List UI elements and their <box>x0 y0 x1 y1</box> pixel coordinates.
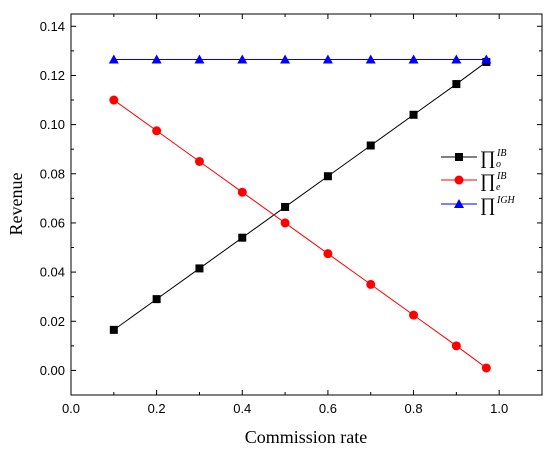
legend-superscript: IB <box>496 171 506 182</box>
x-axis: 0.0 0.2 0.4 0.6 0.8 1.0 <box>62 14 543 416</box>
legend-marker-circle <box>454 175 464 185</box>
data-point-triangle <box>237 54 248 64</box>
x-tick-label: 0.0 <box>62 401 80 416</box>
x-tick-label: 0.6 <box>319 401 337 416</box>
series-line <box>113 99 487 369</box>
data-point-triangle <box>322 54 333 64</box>
legend-marker-triangle <box>454 199 464 208</box>
data-point-triangle <box>280 54 291 64</box>
data-point-square <box>195 264 204 273</box>
legend-superscript: IB <box>496 148 506 159</box>
data-point-circle <box>280 218 290 228</box>
x-tick-label: 0.2 <box>148 401 166 416</box>
data-point-square <box>323 172 332 181</box>
data-point-circle <box>323 249 333 259</box>
data-point-square <box>452 80 461 89</box>
data-point-circle <box>481 363 491 373</box>
y-tick-label: 0.00 <box>40 363 65 378</box>
y-tick-label: 0.14 <box>40 19 65 34</box>
data-point-square <box>152 295 161 304</box>
legend-marker-square <box>455 153 463 161</box>
y-tick-label: 0.10 <box>40 117 65 132</box>
legend-label: ∏ <box>480 195 496 216</box>
data-point-circle <box>366 279 376 289</box>
series-square <box>109 57 491 334</box>
series-triangle <box>108 54 492 64</box>
y-axis-title: Revenue <box>6 173 26 236</box>
legend: ∏ oIB∏ eIB∏ IGH <box>441 148 516 216</box>
x-tick-label: 0.4 <box>233 401 251 416</box>
plot-frame <box>70 13 543 396</box>
data-point-circle <box>109 95 119 105</box>
data-point-circle <box>409 310 419 320</box>
data-point-square <box>109 325 118 334</box>
series-layer <box>108 54 492 373</box>
data-point-triangle <box>194 54 205 64</box>
x-tick-label: 1.0 <box>490 401 508 416</box>
data-point-triangle <box>408 54 419 64</box>
y-tick-label: 0.12 <box>40 68 65 83</box>
legend-item: ∏ eIB <box>441 171 506 193</box>
legend-label: ∏ <box>480 171 496 192</box>
series-line <box>113 61 487 331</box>
y-tick-label: 0.04 <box>40 265 65 280</box>
data-point-triangle <box>151 54 162 64</box>
y-tick-label: 0.02 <box>40 314 65 329</box>
data-point-square <box>409 110 418 119</box>
series-circle <box>109 95 491 373</box>
data-point-square <box>281 202 290 211</box>
data-point-triangle <box>365 54 376 64</box>
legend-item: ∏ IGH <box>441 195 516 216</box>
data-point-square <box>366 141 375 150</box>
data-point-circle <box>237 187 247 197</box>
y-axis: 0.00 0.02 0.04 0.06 0.08 0.10 0.12 0.14 <box>40 19 542 378</box>
legend-item: ∏ oIB <box>441 148 506 170</box>
x-axis-title: Commission rate <box>245 427 368 447</box>
data-point-circle <box>194 156 204 166</box>
legend-subscript: e <box>496 182 501 193</box>
x-tick-label: 0.8 <box>405 401 423 416</box>
data-point-triangle <box>481 54 492 64</box>
y-tick-label: 0.06 <box>40 215 65 230</box>
legend-label: ∏ <box>480 148 496 169</box>
data-point-triangle <box>451 54 462 64</box>
data-point-square <box>238 233 247 242</box>
data-point-circle <box>451 341 461 351</box>
legend-subscript: o <box>496 159 501 170</box>
legend-superscript: IGH <box>496 195 516 206</box>
data-point-triangle <box>108 54 119 64</box>
y-tick-label: 0.08 <box>40 166 65 181</box>
data-point-circle <box>152 126 162 136</box>
